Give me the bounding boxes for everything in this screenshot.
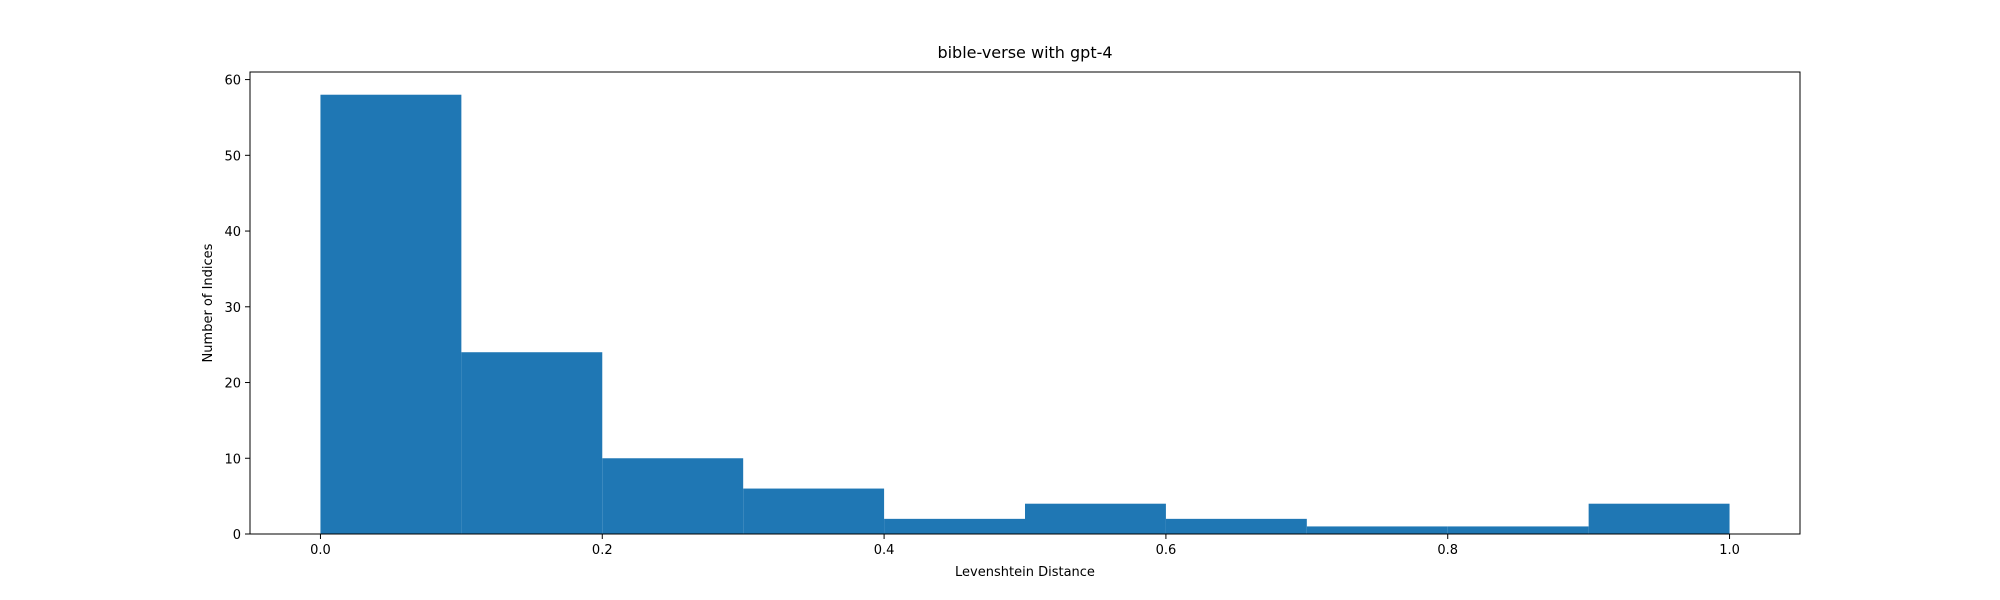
y-tick-label-4: 40 [224, 225, 241, 240]
y-tick-label-2: 20 [224, 377, 241, 392]
bars-group [320, 94, 1730, 534]
y-tick-label-6: 60 [224, 74, 241, 89]
x-axis-label: Levenshtein Distance [955, 565, 1095, 580]
chart-title: bible-verse with gpt-4 [937, 43, 1112, 62]
y-axis-label: Number of Indices [201, 243, 216, 362]
y-axis-ticks: 0 10 20 30 40 50 60 [224, 74, 250, 543]
x-tick-label-3: 0.6 [1156, 543, 1177, 558]
x-tick-label-0: 0.0 [310, 543, 331, 558]
x-tick-label-5: 1.0 [1719, 543, 1740, 558]
x-tick-label-2: 0.4 [874, 543, 895, 558]
histogram-bar-4 [884, 518, 1025, 534]
histogram-bar-8 [1447, 526, 1589, 534]
y-tick-label-3: 30 [224, 301, 241, 316]
histogram-bar-3 [743, 488, 885, 534]
histogram-bar-5 [1025, 503, 1166, 534]
x-tick-label-4: 0.8 [1437, 543, 1458, 558]
y-tick-label-5: 50 [224, 149, 241, 164]
plot-area-frame [249, 71, 1801, 535]
histogram-bar-2 [602, 458, 744, 534]
histogram-bar-0 [320, 94, 462, 534]
histogram-bar-9 [1588, 503, 1730, 534]
x-tick-label-1: 0.2 [592, 543, 613, 558]
y-tick-label-1: 10 [224, 452, 241, 467]
histogram-bar-1 [461, 352, 603, 534]
histogram-bar-7 [1306, 526, 1448, 534]
x-axis-ticks: 0.0 0.2 0.4 0.6 0.8 1.0 [310, 534, 1740, 558]
histogram-bar-6 [1165, 518, 1307, 534]
y-tick-label-0: 0 [233, 528, 241, 543]
